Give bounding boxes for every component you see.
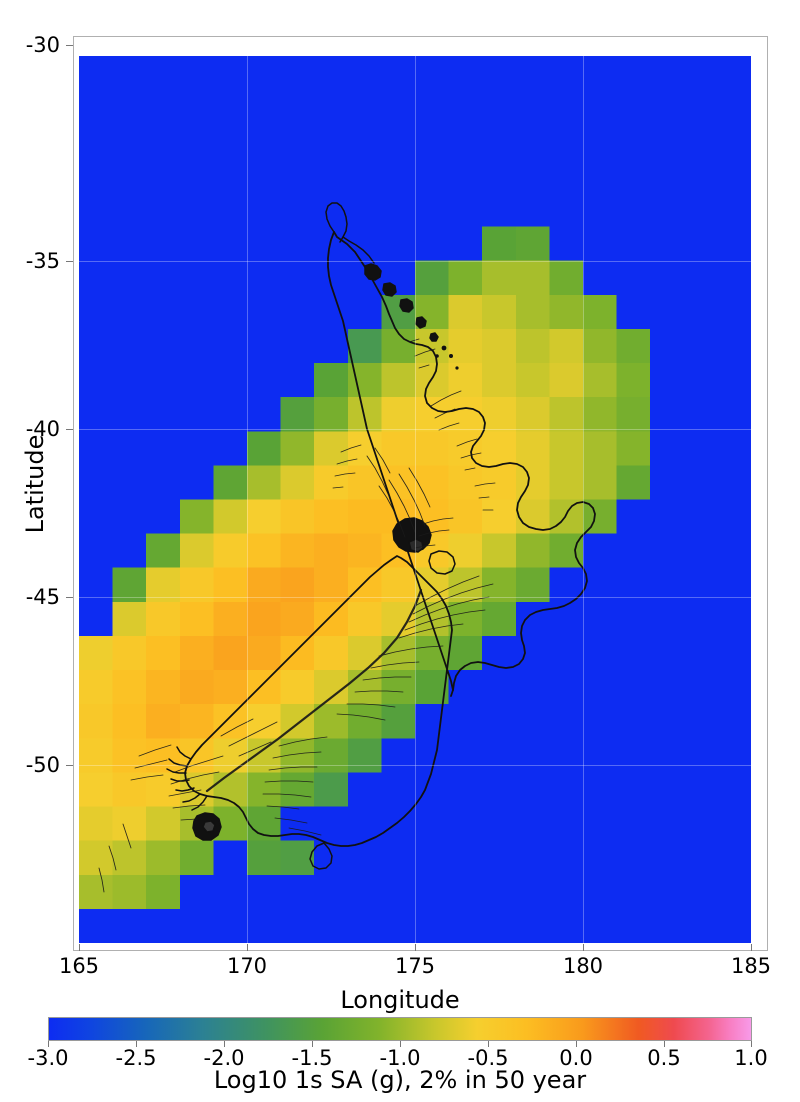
cbar-tick-6	[576, 1041, 577, 1047]
cbar-label-7: 0.5	[647, 1046, 681, 1070]
xtick-165	[79, 944, 80, 951]
cbar-label-5: -0.5	[467, 1046, 509, 1070]
ytick-45	[66, 597, 73, 598]
colorbar	[48, 1017, 752, 1047]
gridline-y-45	[74, 597, 767, 598]
colorbar-title: Log10 1s SA (g), 2% in 50 year	[213, 1066, 587, 1094]
ytick-50	[66, 765, 73, 766]
gridline-y-35	[74, 261, 767, 262]
cbar-label-3: -1.5	[291, 1046, 333, 1070]
xtick-label-185: 185	[730, 954, 772, 978]
x-axis-label: Longitude	[340, 986, 460, 1014]
cbar-label-0: -3.0	[27, 1046, 69, 1070]
cbar-tick-0	[48, 1041, 49, 1047]
xtick-185	[751, 944, 752, 951]
gridline-x-180	[583, 37, 584, 951]
cbar-tick-8	[751, 1041, 752, 1047]
cbar-label-8: 1.0	[734, 1046, 768, 1070]
cbar-tick-1	[136, 1041, 137, 1047]
xtick-label-165: 165	[58, 954, 100, 978]
xtick-label-175: 175	[394, 954, 436, 978]
ytick-label-35: -35	[25, 249, 60, 273]
gridline-y-50	[74, 765, 767, 766]
cbar-tick-4	[400, 1041, 401, 1047]
cbar-label-1: -2.5	[115, 1046, 157, 1070]
ytick-30	[66, 45, 73, 46]
ytick-label-50: -50	[25, 753, 60, 777]
cbar-tick-7	[664, 1041, 665, 1047]
cbar-tick-2	[224, 1041, 225, 1047]
ytick-40	[66, 429, 73, 430]
gridline-x-170	[247, 37, 248, 951]
xtick-175	[415, 944, 416, 951]
ytick-label-40: -40	[25, 417, 60, 441]
cbar-label-2: -2.0	[203, 1046, 245, 1070]
ytick-label-30: -30	[25, 33, 60, 57]
xtick-label-170: 170	[226, 954, 268, 978]
cbar-label-6: 0.0	[559, 1046, 593, 1070]
ytick-label-45: -45	[25, 585, 60, 609]
xtick-180	[583, 944, 584, 951]
cbar-tick-5	[488, 1041, 489, 1047]
colorbar-gradient	[48, 1017, 752, 1041]
xtick-170	[247, 944, 248, 951]
cbar-tick-3	[312, 1041, 313, 1047]
y-axis-label: Latitude	[21, 434, 49, 534]
cbar-label-4: -1.0	[379, 1046, 421, 1070]
ytick-35	[66, 261, 73, 262]
xtick-label-180: 180	[562, 954, 604, 978]
gridline-x-175	[415, 37, 416, 951]
gridline-y-40	[74, 429, 767, 430]
